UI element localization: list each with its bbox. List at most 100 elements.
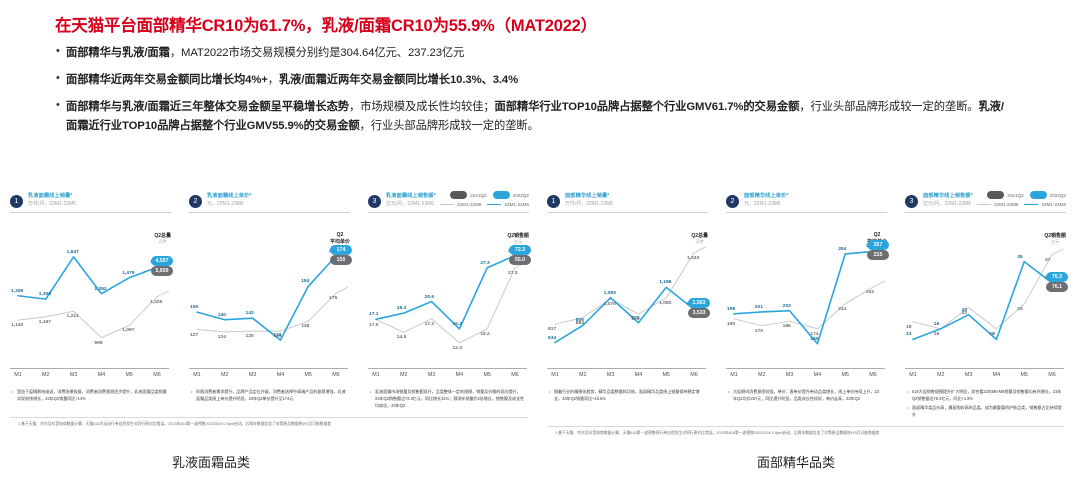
panel-notes: • 大促期间消费意愿较强，单价、客单价提升带动品类增长，线上单价持续上升，23年Q… [728,388,883,402]
data-label: 186 [782,324,791,330]
data-label: 634 [548,335,557,341]
note-text: 大促期间消费意愿较强，单价、客单价提升带动品类增长，线上单价持续上升，23年Q2… [733,389,879,401]
panel-rule [726,212,887,213]
x-tick: M3 [964,372,973,378]
q2-caption: Q2总量 万件 [154,232,171,245]
panel-subtitle: 万件/月，22M1-23M6 [28,201,77,207]
panel-subtitle: 亿元/月，22M1-23M6 [923,201,972,207]
data-label: 15.2 [480,331,490,337]
data-label: 920 [631,317,640,322]
panel-index-icon: 2 [726,195,739,208]
data-label: 184 [301,279,310,285]
note-text: 伴随消费者需求提升，品牌产品定位升级，消费者选择中高端产品的意愿增强，乳液面霜品… [196,389,346,401]
q2-bubble-gray: 215 [867,250,889,261]
note-dot-icon: • [907,405,909,410]
data-label: 15.2 [452,321,462,327]
bullet-text: 面部精华与乳液/面霜近三年整体交易金额呈平稳增长态势，市场规模及成长性均较佳；面… [66,98,1006,136]
bullet-segment: 面部精华近两年交易金额同比增长均4%+ [66,74,268,86]
x-tick: M1 [909,372,917,378]
q2-bubble-gray: 5,659 [151,266,173,277]
q2-caption: Q2销售额 亿元 [1044,232,1066,245]
panel-notes: • 乳液面霜市场销量及销售额双升，品类整体一定的规模，销量及价格的双向提升，23年… [370,388,525,409]
q2-bubble-gray: 3,533 [688,308,710,319]
chart-panel-4: 1 面部精华线上销量* 万件/月，22M1-23M6 634 806 1,083 832 1,… [537,192,716,420]
chart-panel-1: 1 乳液面霜线上销量* 万件/月，22M1-23M6 1,335 1,308 1,647 1… [0,192,179,411]
data-label: 832 [631,315,640,321]
bullet-segment: ，行业头部品牌形成较一定的垄断。 [799,101,979,113]
x-tick: M5 [125,372,133,378]
x-tick: M3 [785,372,794,378]
note-text: 面部精华类品价高，属复购较高的品类，成为最重要的护肤品类，销售额占比持续提升 [912,405,1062,417]
data-label: 113 [273,333,282,339]
caption-right: 面部精华品类 [757,455,836,470]
source-note-right: 1 基于天猫、京东及抖音电商数据计算；天猫618第一波预售同行单自然发生对同行原… [555,431,880,435]
x-tick: M2 [221,372,229,378]
q2-unit: 万件 [158,239,167,244]
x-tick: M4 [992,372,1001,378]
data-label: 1,083 [603,290,616,296]
panel-title: 面部精华线上销量* [565,193,610,199]
x-tick: M1 [551,372,559,378]
x-tick: M3 [427,372,436,378]
panel-notes: • 伴随消费者需求提升，品牌产品定位升级，消费者选择中高端产品的意愿增强，乳液面霜… [191,388,346,402]
data-label: 150 [810,336,819,342]
q2-bubble-gray: 150 [330,255,352,266]
data-label: 124 [217,334,226,340]
data-label: 294 [838,246,847,252]
x-tick: M6 [153,372,161,378]
legend-line-gray-icon [976,204,991,205]
q2-bubble-blue: 4,557 [151,256,173,267]
x-tick: M6 [690,372,698,378]
bullet-segment: ，MAT2022市场交易规模分别约是304.64亿元、237.23亿元 [169,47,465,59]
bullet-segment: 面部精华与乳液/面霜 [66,47,170,59]
x-tick: M6 [1048,372,1056,378]
plot-area: 1,3351,3081,6471,3521,4791,5631,1401,167… [4,218,175,368]
panel-index-icon: 3 [368,195,381,208]
source-note-left: 1 基于天猫、京东及抖音电商数据计算；天猫618为动议行单自然发生对同行原对比错… [18,422,332,426]
legend-badge-blue: 2022Q2 [492,191,529,199]
legend-swatch-gray-icon [450,191,468,199]
x-tick: M4 [455,372,464,378]
data-label: 17.0 [369,322,379,328]
x-tick: M3 [606,372,615,378]
data-label: 150 [190,305,199,311]
x-axis: M1 M2 M3 M4 M5 M6 [189,368,348,384]
x-tick: M4 [97,372,106,378]
panel-rule [189,212,350,213]
x-tick: M6 [511,372,519,378]
x-tick: M2 [42,372,50,378]
legend-label-22m1: 22M1-22M6 [993,202,1019,207]
q2-bubble-gray: 55.0 [509,254,531,265]
data-label: 1,647 [66,249,79,255]
data-label: 817 [548,327,557,333]
x-tick: M1 [193,372,201,378]
bullet-text: 面部精华近两年交易金额同比增长均4%+，乳液/面霜近两年交易金额同比增长10.3… [66,71,518,90]
data-label: 27.3 [508,270,518,276]
bullet-dot-icon: • [56,45,60,57]
data-label: 1,533 [687,255,700,261]
note-text: 随着行业的精细化趋势，精华品类数量和功效，面部精华品类线上销量保持稳定增长，23… [554,389,700,401]
chart-panel-6: 3 面部精华线上销售额* 亿元/月，22M1-23M6 2021Q2 2022Q2 22M… [895,191,1074,420]
x-tick: M2 [937,372,945,378]
legend-line-gray: 22M1-22M6 [976,202,1019,207]
data-label: 884 [575,320,584,326]
data-label: 18 [906,324,912,330]
note-item: • 受益于疫情影响退返，消费场景恢复，消费者消费意愿逐步提升，乳液面霜品类销量实现… [12,388,167,402]
plot-area: 131620133529181622162337Q2销售额亿元76.376.1 [899,218,1070,368]
bullet-segment: 面部精华行业TOP10品牌占据整个行业GMV61.7%的交易金额 [494,101,800,113]
divider [10,417,527,418]
x-tick: M5 [662,372,670,378]
charts-container: 1 乳液面霜线上销量* 万件/月，22M1-23M6 1,335 1,308 1,647 1… [0,191,1074,444]
data-label: 1,308 [38,292,52,298]
panel-subtitle: 万件/月，22M1-23M6 [565,201,614,207]
data-label: 1,352 [94,286,107,292]
bullet-segment: 面部精华与乳液/面霜近三年整体交易金额呈平稳增长态势 [66,101,349,113]
x-tick: M6 [332,372,340,378]
q2-caption-main: Q2 [336,232,344,238]
data-label: 999 [94,340,103,346]
q2-caption-main: Q2销售额 [1044,233,1066,239]
data-label: 1,326 [150,299,163,305]
divider [547,426,1064,427]
note-text: 受益于疫情影响退返，消费场景恢复，消费者消费意愿逐步提升，乳液面霜品类销量实现较… [17,389,167,401]
panel-title: 面部精华线上销售额* [923,193,973,199]
